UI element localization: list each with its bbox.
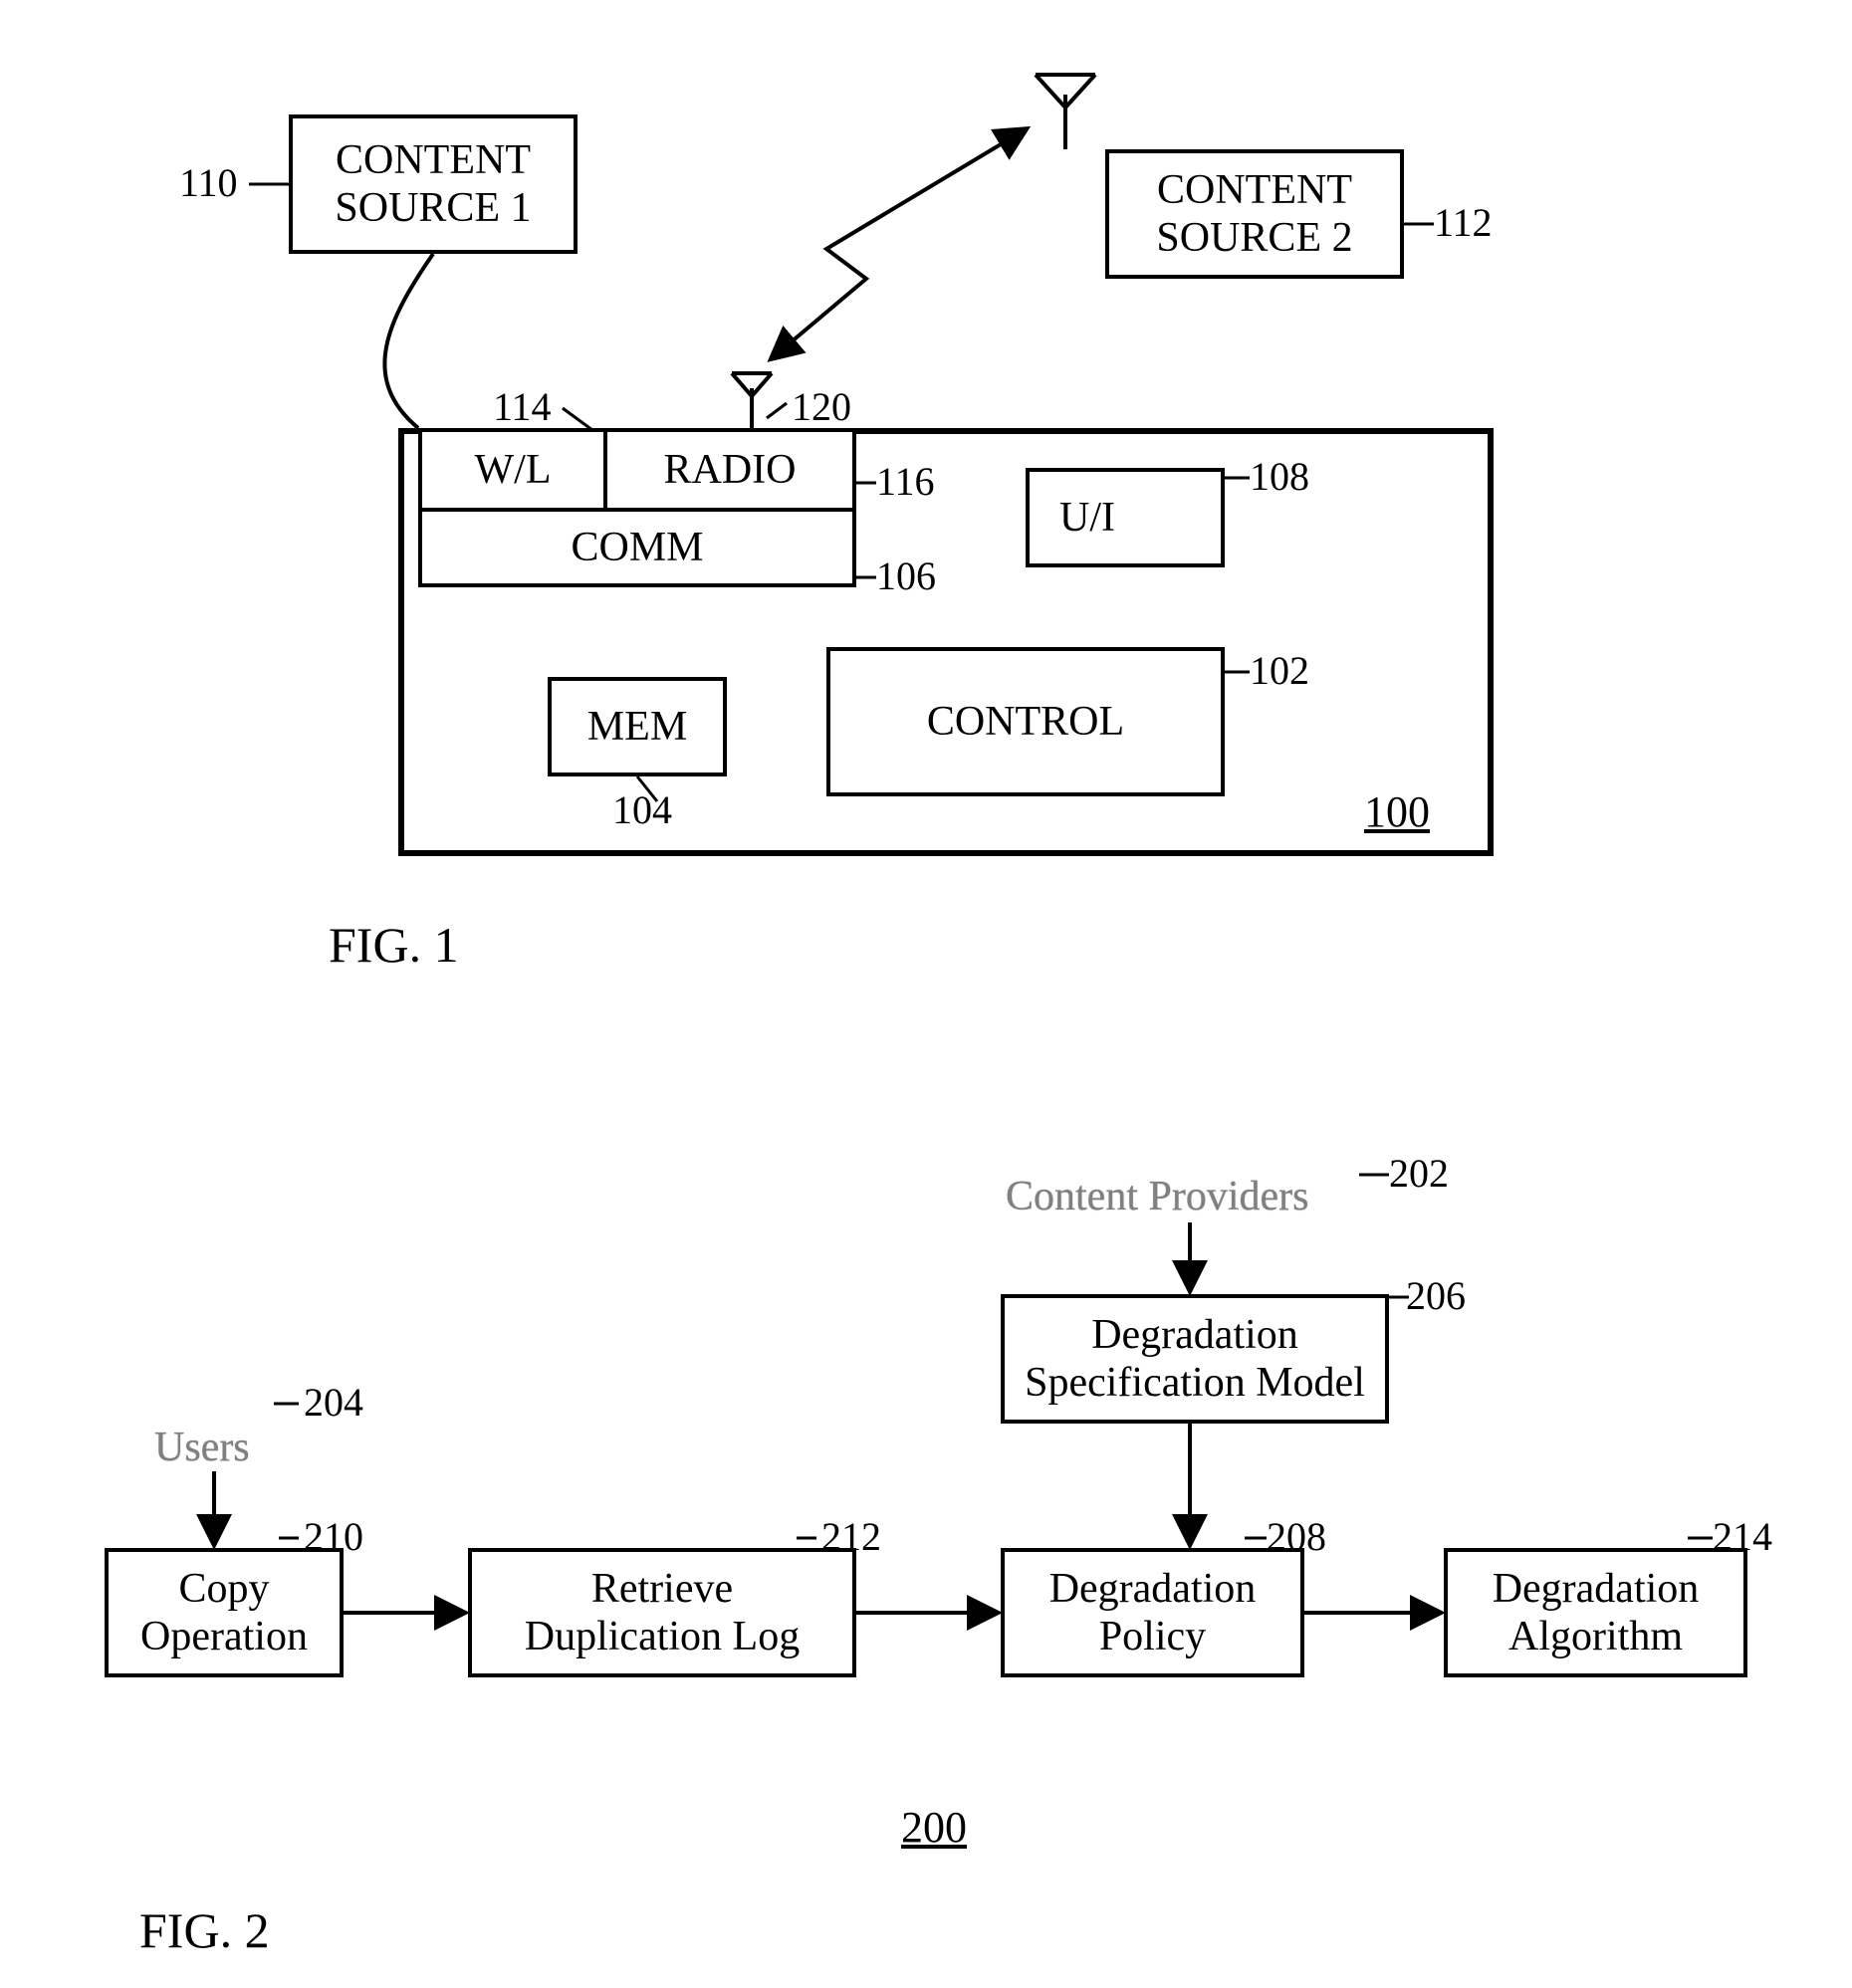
content-source-2-box: CONTENT SOURCE 2: [1105, 149, 1404, 279]
comm-box: COMM: [418, 508, 856, 587]
users-label: Users: [154, 1424, 250, 1471]
control-ref: 102: [1250, 647, 1309, 694]
algorithm-line2: Algorithm: [1508, 1613, 1683, 1660]
content-source-1-box: CONTENT SOURCE 1: [289, 114, 578, 254]
copy-op-ref: 210: [304, 1513, 363, 1560]
device-ref: 100: [1364, 786, 1430, 837]
content-providers-ref: 202: [1389, 1150, 1449, 1197]
retrieve-ref: 212: [821, 1513, 881, 1560]
algorithm-ref: 214: [1713, 1513, 1772, 1560]
retrieve-box: Retrieve Duplication Log: [468, 1548, 856, 1677]
ui-box: U/I: [1026, 468, 1225, 567]
fig1-caption: FIG. 1: [329, 916, 459, 974]
mem-ref: 104: [612, 786, 672, 833]
policy-line1: Degradation: [1049, 1565, 1257, 1613]
comm-label: COMM: [571, 524, 703, 571]
wl-box: W/L: [418, 428, 607, 512]
algorithm-box: Degradation Algorithm: [1444, 1548, 1747, 1677]
copy-op-line1: Copy: [178, 1565, 269, 1613]
policy-box: Degradation Policy: [1001, 1548, 1304, 1677]
retrieve-line2: Duplication Log: [525, 1613, 800, 1660]
users-ref: 204: [304, 1379, 363, 1426]
spec-model-line2: Specification Model: [1025, 1359, 1365, 1407]
content-source-1-label: CONTENT SOURCE 1: [335, 136, 531, 232]
content-source-1-ref: 110: [179, 159, 238, 206]
flow-ref: 200: [901, 1802, 967, 1853]
comm-ref: 106: [876, 552, 936, 599]
radio-label: RADIO: [664, 446, 797, 494]
antenna-ref: 120: [792, 383, 851, 430]
spec-model-ref: 206: [1406, 1272, 1466, 1319]
spec-model-line1: Degradation: [1091, 1311, 1298, 1359]
fig2-caption: FIG. 2: [139, 1901, 270, 1959]
spec-model-box: Degradation Specification Model: [1001, 1294, 1389, 1424]
connectors-overlay: [0, 0, 1852, 1988]
algorithm-line1: Degradation: [1493, 1565, 1700, 1613]
copy-op-box: Copy Operation: [105, 1548, 344, 1677]
mem-box: MEM: [548, 677, 727, 776]
content-providers-label: Content Providers: [1006, 1173, 1308, 1220]
radio-box: RADIO: [603, 428, 856, 512]
policy-line2: Policy: [1099, 1613, 1206, 1660]
control-label: CONTROL: [927, 698, 1124, 746]
content-source-2-ref: 112: [1434, 199, 1493, 246]
radio-ref: 116: [876, 458, 935, 505]
ui-label: U/I: [1059, 494, 1115, 542]
mem-label: MEM: [587, 703, 687, 751]
content-source-2-label: CONTENT SOURCE 2: [1156, 166, 1352, 262]
policy-ref: 208: [1267, 1513, 1326, 1560]
wl-label: W/L: [475, 446, 552, 494]
copy-op-line2: Operation: [140, 1613, 308, 1660]
retrieve-line1: Retrieve: [591, 1565, 733, 1613]
control-box: CONTROL: [826, 647, 1225, 796]
wl-ref: 114: [493, 383, 552, 430]
ui-ref: 108: [1250, 453, 1309, 500]
